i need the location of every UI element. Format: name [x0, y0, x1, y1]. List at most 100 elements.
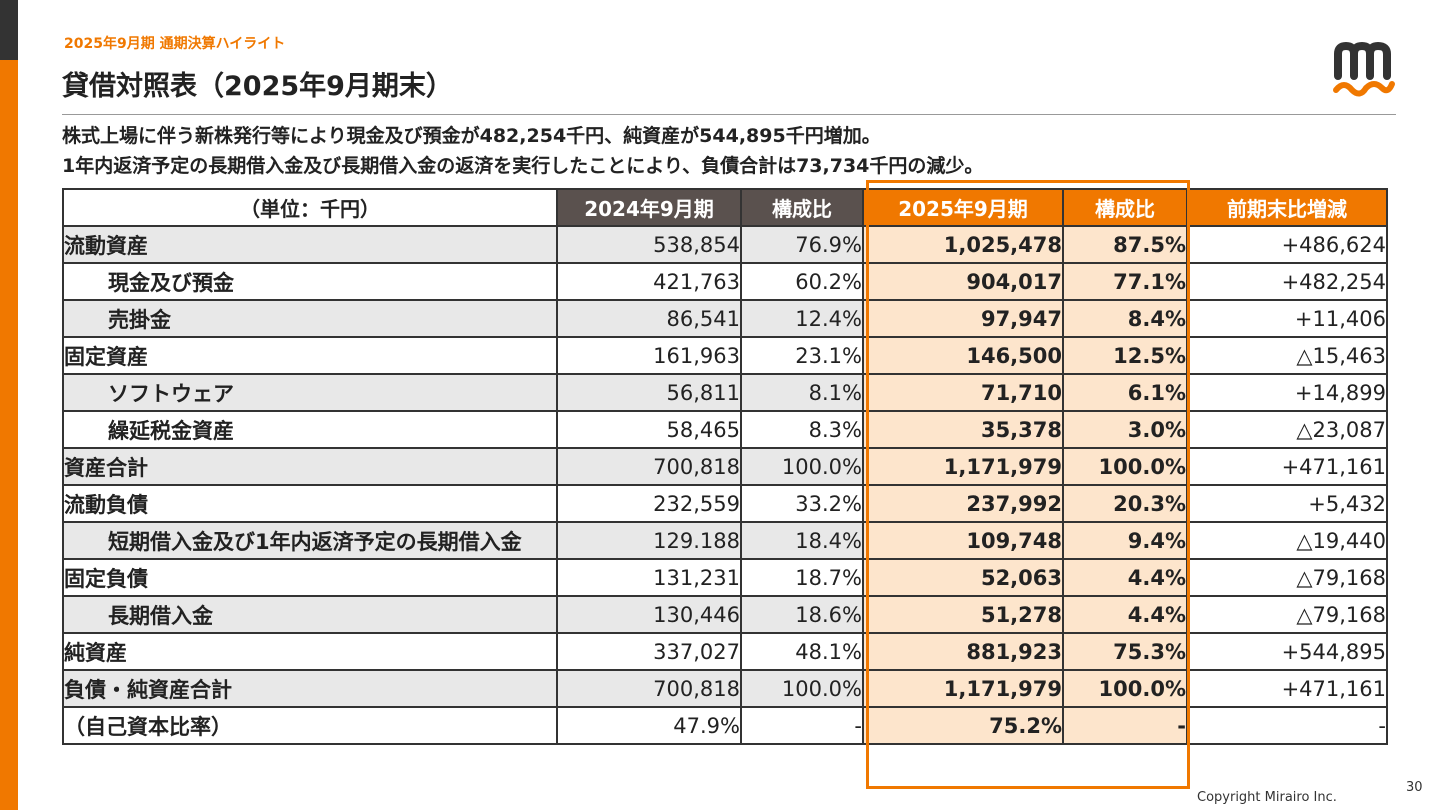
table-row: 固定負債 131,231 18.7% 52,063 4.4% △79,168 — [62, 558, 1388, 597]
change-value: △19,440 — [1186, 521, 1388, 560]
prev-ratio: 33.2% — [740, 484, 864, 523]
curr-ratio: 4.4% — [1062, 595, 1188, 634]
table-row: 流動負債 232,559 33.2% 237,992 20.3% +5,432 — [62, 484, 1388, 523]
curr-value: 71,710 — [862, 373, 1064, 412]
prev-value: 232,559 — [556, 484, 742, 523]
change-value: +11,406 — [1186, 299, 1388, 338]
curr-ratio: 100.0% — [1062, 669, 1188, 708]
prev-ratio: 8.3% — [740, 410, 864, 449]
change-value: △15,463 — [1186, 336, 1388, 375]
curr-value: 1,171,979 — [862, 447, 1064, 486]
prev-value: 421,763 — [556, 262, 742, 301]
table-row: （自己資本比率） 47.9% - 75.2% - - — [62, 706, 1388, 745]
prev-value: 47.9% — [556, 706, 742, 745]
page-number: 30 — [1406, 780, 1423, 795]
prev-ratio: 23.1% — [740, 336, 864, 375]
table-row: ソフトウェア 56,811 8.1% 71,710 6.1% +14,899 — [62, 373, 1388, 412]
header-curr-period: 2025年9月期 — [862, 188, 1064, 227]
curr-value: 881,923 — [862, 632, 1064, 671]
table-header-row: （単位：千円） 2024年9月期 構成比 2025年9月期 構成比 前期末比増減 — [62, 188, 1388, 227]
title-divider — [62, 114, 1396, 115]
prev-ratio: 60.2% — [740, 262, 864, 301]
prev-value: 337,027 — [556, 632, 742, 671]
curr-value: 1,171,979 — [862, 669, 1064, 708]
curr-value: 35,378 — [862, 410, 1064, 449]
row-label: 固定負債 — [62, 558, 558, 597]
row-label: 資産合計 — [62, 447, 558, 486]
prev-value: 129.188 — [556, 521, 742, 560]
curr-ratio: 100.0% — [1062, 447, 1188, 486]
copyright: Copyright Mirairo Inc. — [1197, 790, 1337, 805]
curr-value: 52,063 — [862, 558, 1064, 597]
row-label: 純資産 — [62, 632, 558, 671]
prev-ratio: 18.6% — [740, 595, 864, 634]
header-change: 前期末比増減 — [1186, 188, 1388, 227]
change-value: +486,624 — [1186, 225, 1388, 264]
curr-ratio: 3.0% — [1062, 410, 1188, 449]
header-prev-period: 2024年9月期 — [556, 188, 742, 227]
curr-ratio: 20.3% — [1062, 484, 1188, 523]
summary-line-2: 1年内返済予定の長期借入金及び長期借入金の返済を実行したことにより、負債合計は7… — [62, 155, 984, 177]
prev-ratio: 18.7% — [740, 558, 864, 597]
curr-value: 1,025,478 — [862, 225, 1064, 264]
prev-ratio: 100.0% — [740, 447, 864, 486]
change-value: +14,899 — [1186, 373, 1388, 412]
prev-value: 700,818 — [556, 447, 742, 486]
curr-value: 97,947 — [862, 299, 1064, 338]
curr-ratio: 6.1% — [1062, 373, 1188, 412]
header-prev-ratio: 構成比 — [740, 188, 864, 227]
side-accent-dark — [0, 0, 18, 60]
row-label: 現金及び預金 — [62, 262, 558, 301]
table-row: 繰延税金資産 58,465 8.3% 35,378 3.0% △23,087 — [62, 410, 1388, 449]
row-label: 短期借入金及び1年内返済予定の長期借入金 — [62, 521, 558, 560]
prev-ratio: 48.1% — [740, 632, 864, 671]
row-label: 負債・純資産合計 — [62, 669, 558, 708]
curr-value: 75.2% — [862, 706, 1064, 745]
row-label: 長期借入金 — [62, 595, 558, 634]
summary-line-1: 株式上場に伴う新株発行等により現金及び預金が482,254千円、純資産が544,… — [62, 125, 881, 147]
change-value: +471,161 — [1186, 447, 1388, 486]
prev-ratio: 8.1% — [740, 373, 864, 412]
row-label: 売掛金 — [62, 299, 558, 338]
prev-ratio: 12.4% — [740, 299, 864, 338]
prev-value: 56,811 — [556, 373, 742, 412]
prev-value: 86,541 — [556, 299, 742, 338]
prev-value: 131,231 — [556, 558, 742, 597]
curr-value: 237,992 — [862, 484, 1064, 523]
table-row: 売掛金 86,541 12.4% 97,947 8.4% +11,406 — [62, 299, 1388, 338]
summary-text: 株式上場に伴う新株発行等により現金及び預金が482,254千円、純資産が544,… — [62, 121, 983, 181]
change-value: +5,432 — [1186, 484, 1388, 523]
table-row: 資産合計 700,818 100.0% 1,171,979 100.0% +47… — [62, 447, 1388, 486]
prev-ratio: - — [740, 706, 864, 745]
row-label: 繰延税金資産 — [62, 410, 558, 449]
prev-ratio: 18.4% — [740, 521, 864, 560]
curr-ratio: 8.4% — [1062, 299, 1188, 338]
row-label: 流動負債 — [62, 484, 558, 523]
row-label: 流動資産 — [62, 225, 558, 264]
prev-value: 130,446 — [556, 595, 742, 634]
curr-value: 109,748 — [862, 521, 1064, 560]
header-curr-ratio: 構成比 — [1062, 188, 1188, 227]
curr-ratio: 9.4% — [1062, 521, 1188, 560]
prev-value: 700,818 — [556, 669, 742, 708]
table-row: 短期借入金及び1年内返済予定の長期借入金 129.188 18.4% 109,7… — [62, 521, 1388, 560]
curr-ratio: 4.4% — [1062, 558, 1188, 597]
prev-value: 161,963 — [556, 336, 742, 375]
curr-ratio: 77.1% — [1062, 262, 1188, 301]
header-unit: （単位：千円） — [62, 188, 558, 227]
side-accent-orange — [0, 60, 18, 810]
row-label: ソフトウェア — [62, 373, 558, 412]
curr-ratio: 87.5% — [1062, 225, 1188, 264]
change-value: +471,161 — [1186, 669, 1388, 708]
prev-value: 58,465 — [556, 410, 742, 449]
table-row: 純資産 337,027 48.1% 881,923 75.3% +544,895 — [62, 632, 1388, 671]
curr-value: 51,278 — [862, 595, 1064, 634]
prev-value: 538,854 — [556, 225, 742, 264]
curr-ratio: 12.5% — [1062, 336, 1188, 375]
curr-ratio: 75.3% — [1062, 632, 1188, 671]
change-value: △79,168 — [1186, 595, 1388, 634]
change-value: +482,254 — [1186, 262, 1388, 301]
change-value: - — [1186, 706, 1388, 745]
curr-value: 904,017 — [862, 262, 1064, 301]
table-row: 流動資産 538,854 76.9% 1,025,478 87.5% +486,… — [62, 225, 1388, 264]
